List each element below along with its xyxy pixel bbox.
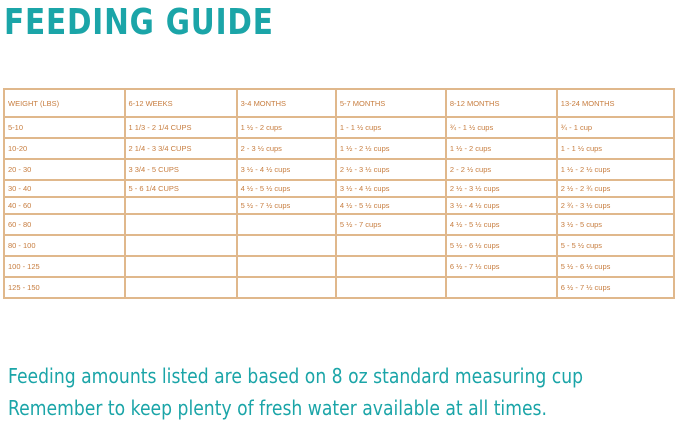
weight-cell: 20 - 30 [3, 158, 126, 181]
amount-cell: 2 ½ - 3 ½ cups [334, 158, 447, 181]
column-header: 13-24 MONTHS [555, 88, 676, 118]
amount-cell [444, 276, 558, 299]
weight-cell: 100 - 125 [3, 255, 126, 278]
table-row: 10-20 2 1/4 - 3 3/4 CUPS 2 - 3 ½ cups 1 ½ -… [3, 137, 676, 160]
amount-cell: 2 ¾ - 3 ½ cups [555, 196, 676, 215]
table-row: 20 - 30 3 3/4 - 5 CUPS 3 ½ - 4 ½ cups 2 ½ -… [3, 158, 676, 181]
amount-cell: 4 ½ - 5 ½ cups [334, 196, 447, 215]
column-header: 5-7 MONTHS [334, 88, 447, 118]
weight-cell: 125 - 150 [3, 276, 126, 299]
weight-cell: 10-20 [3, 137, 126, 160]
amount-cell: 3 ½ - 4 ½ cups [235, 158, 337, 181]
amount-cell: 4 ½ - 5 ½ cups [444, 213, 558, 236]
amount-cell: 2 1/4 - 3 3/4 CUPS [123, 137, 238, 160]
amount-cell: 5 ½ - 6 ½ cups [444, 234, 558, 257]
weight-cell: 5-10 [3, 116, 126, 139]
amount-cell: 5 - 6 1/4 CUPS [123, 179, 238, 198]
amount-cell [235, 213, 337, 236]
amount-cell [334, 276, 447, 299]
amount-cell: 3 ½ - 4 ½ cups [334, 179, 447, 198]
amount-cell: 1 ½ - 2 cups [235, 116, 337, 139]
column-header: 3-4 MONTHS [235, 88, 337, 118]
amount-cell [123, 276, 238, 299]
amount-cell: 1 ½ - 2 ½ cups [334, 137, 447, 160]
weight-cell: 30 - 40 [3, 179, 126, 198]
table-row: 40 - 60 5 ½ - 7 ½ cups 4 ½ - 5 ½ cups 3 ½ -… [3, 196, 676, 215]
amount-cell: 2 - 3 ½ cups [235, 137, 337, 160]
table-row: 80 - 100 5 ½ - 6 ½ cups 5 - 5 ½ cups [3, 234, 676, 257]
amount-cell: 5 - 5 ½ cups [555, 234, 676, 257]
amount-cell: 2 - 2 ½ cups [444, 158, 558, 181]
amount-cell: 1 1/3 - 2 1/4 CUPS [123, 116, 238, 139]
table-row: 125 - 150 6 ½ - 7 ½ cups [3, 276, 676, 299]
table-row: 100 - 125 6 ½ - 7 ½ cups 5 ½ - 6 ½ cups [3, 255, 676, 278]
weight-cell: 80 - 100 [3, 234, 126, 257]
column-header: 6-12 WEEKS [123, 88, 238, 118]
amount-cell [123, 196, 238, 215]
amount-cell: 2 ½ - 3 ½ cups [444, 179, 558, 198]
amount-cell: 1 - 1 ½ cups [555, 137, 676, 160]
column-header: WEIGHT (LBS) [3, 88, 126, 118]
amount-cell: 4 ½ - 5 ½ cups [235, 179, 337, 198]
table-row: 30 - 40 5 - 6 1/4 CUPS 4 ½ - 5 ½ cups 3 ½ -… [3, 179, 676, 198]
amount-cell [334, 234, 447, 257]
note-measuring-cup: Feeding amounts listed are based on 8 oz… [8, 364, 584, 388]
amount-cell [334, 255, 447, 278]
amount-cell: 3 ½ - 4 ½ cups [444, 196, 558, 215]
table-row: 60 - 80 5 ½ - 7 cups 4 ½ - 5 ½ cups 3 ½ - 5… [3, 213, 676, 236]
amount-cell [235, 234, 337, 257]
amount-cell: 6 ½ - 7 ½ cups [444, 255, 558, 278]
amount-cell: ¾ - 1 cup [555, 116, 676, 139]
amount-cell: 5 ½ - 6 ½ cups [555, 255, 676, 278]
weight-cell: 60 - 80 [3, 213, 126, 236]
weight-cell: 40 - 60 [3, 196, 126, 215]
page-title: FEEDING GUIDE [4, 2, 274, 43]
amount-cell [123, 213, 238, 236]
amount-cell: ¾ - 1 ½ cups [444, 116, 558, 139]
table-header-row: WEIGHT (LBS) 6-12 WEEKS 3-4 MONTHS 5-7 MONT… [3, 88, 676, 118]
amount-cell [123, 234, 238, 257]
amount-cell: 6 ½ - 7 ½ cups [555, 276, 676, 299]
amount-cell: 3 3/4 - 5 CUPS [123, 158, 238, 181]
amount-cell: 1 ½ - 2 ½ cups [555, 158, 676, 181]
amount-cell [123, 255, 238, 278]
feeding-table: WEIGHT (LBS) 6-12 WEEKS 3-4 MONTHS 5-7 MONT… [3, 88, 676, 299]
amount-cell [235, 255, 337, 278]
amount-cell: 2 ½ - 2 ¾ cups [555, 179, 676, 198]
table-row: 5-10 1 1/3 - 2 1/4 CUPS 1 ½ - 2 cups 1 - 1 … [3, 116, 676, 139]
note-fresh-water: Remember to keep plenty of fresh water a… [8, 396, 547, 420]
amount-cell: 1 - 1 ½ cups [334, 116, 447, 139]
amount-cell: 1 ½ - 2 cups [444, 137, 558, 160]
amount-cell [235, 276, 337, 299]
amount-cell: 5 ½ - 7 cups [334, 213, 447, 236]
amount-cell: 5 ½ - 7 ½ cups [235, 196, 337, 215]
column-header: 8-12 MONTHS [444, 88, 558, 118]
amount-cell: 3 ½ - 5 cups [555, 213, 676, 236]
